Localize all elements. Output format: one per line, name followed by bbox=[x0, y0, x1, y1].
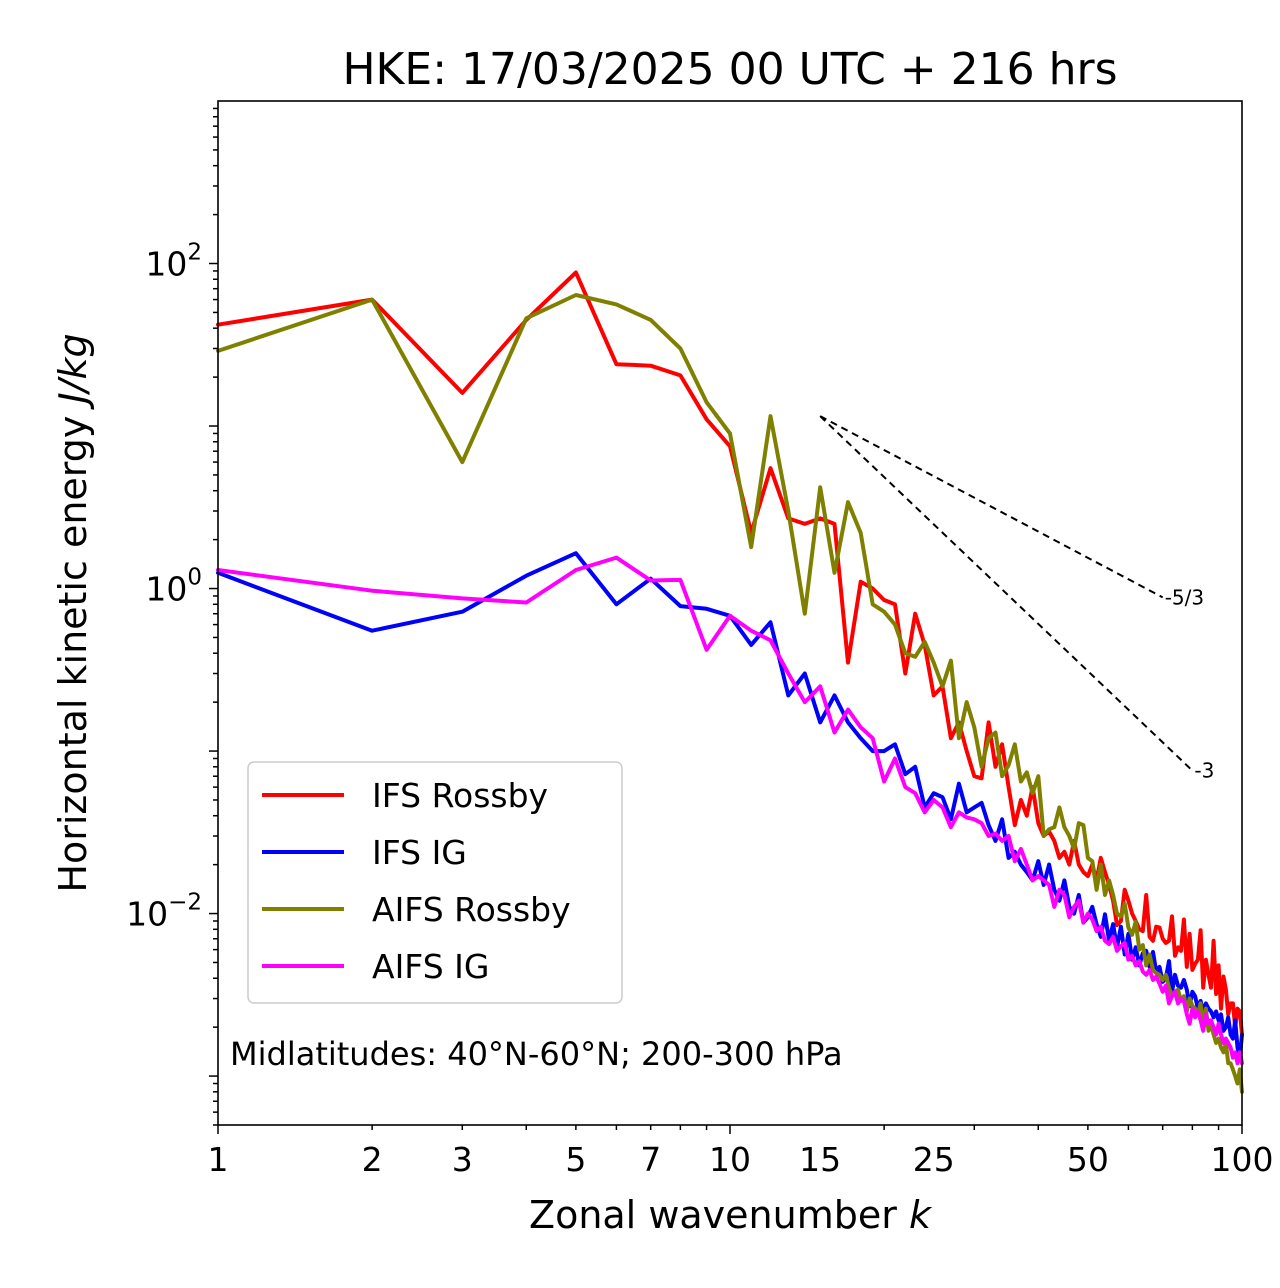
legend-label: IFS IG bbox=[372, 833, 467, 872]
slope-line-1 bbox=[819, 415, 1164, 599]
x-axis-label: Zonal wavenumber k bbox=[529, 1193, 933, 1237]
chart-title: HKE: 17/03/2025 00 UTC + 216 hrs bbox=[342, 44, 1117, 95]
y-axis-label: Horizontal kinetic energy J/kg bbox=[51, 333, 95, 892]
series-line-aifs-rossby bbox=[216, 293, 1244, 1094]
legend-label: AIFS Rossby bbox=[372, 890, 571, 929]
x-tick-label: 25 bbox=[913, 1140, 955, 1179]
x-tick-label: 3 bbox=[452, 1140, 473, 1179]
legend-label: AIFS IG bbox=[372, 947, 489, 986]
region-annotation: Midlatitudes: 40°N-60°N; 200-300 hPa bbox=[230, 1035, 843, 1073]
y-tick-label: 10−2 bbox=[126, 890, 202, 934]
reference-slopes: -5/3 -3 bbox=[819, 415, 1214, 783]
x-tick-label: 2 bbox=[362, 1140, 383, 1179]
x-tick-label: 100 bbox=[1211, 1140, 1274, 1179]
y-tick-label: 102 bbox=[145, 240, 202, 284]
slope-label-1: -5/3 bbox=[1165, 585, 1204, 609]
legend-item: AIFS Rossby bbox=[262, 890, 571, 929]
x-tick-label: 1 bbox=[208, 1140, 229, 1179]
x-tick-label: 50 bbox=[1067, 1140, 1109, 1179]
data-lines bbox=[216, 270, 1244, 1094]
x-axis-ticks: 1 2 3 5 7 10 15 25 50 100 bbox=[208, 1125, 1274, 1179]
x-tick-label: 7 bbox=[640, 1140, 661, 1179]
x-tick-label: 10 bbox=[709, 1140, 751, 1179]
x-tick-label: 5 bbox=[565, 1140, 586, 1179]
series-line-aifs-ig bbox=[216, 555, 1244, 1066]
y-tick-label: 100 bbox=[145, 565, 202, 609]
legend-label: IFS Rossby bbox=[372, 776, 548, 815]
slope-label-2: -3 bbox=[1194, 759, 1214, 783]
legend-item: IFS IG bbox=[262, 833, 467, 872]
legend-item: IFS Rossby bbox=[262, 776, 548, 815]
y-axis-ticks: 102 100 10−2 bbox=[126, 107, 218, 1126]
legend-item: AIFS IG bbox=[262, 947, 489, 986]
x-tick-label: 15 bbox=[799, 1140, 841, 1179]
legend-box bbox=[247, 761, 623, 1004]
legend: IFS Rossby IFS IG AIFS Rossby AIFS IG bbox=[247, 761, 623, 1004]
series-line-ifs-rossby bbox=[216, 270, 1244, 1037]
slope-line-2 bbox=[819, 415, 1194, 772]
